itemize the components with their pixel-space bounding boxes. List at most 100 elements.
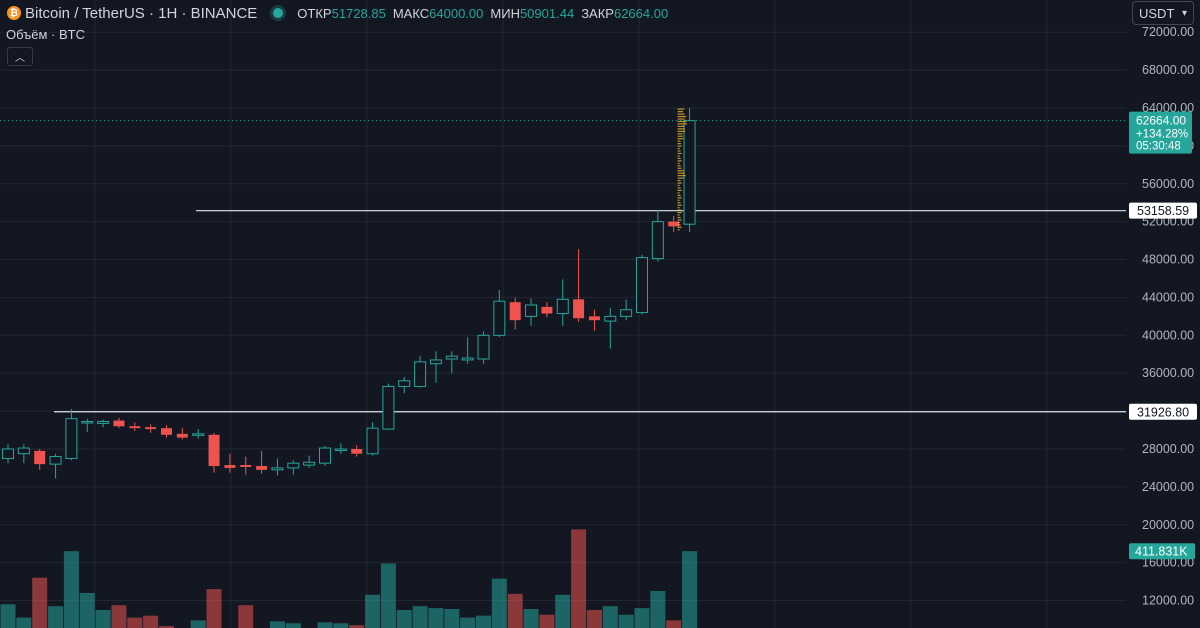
- candle-body: [176, 433, 188, 438]
- volume-bar: [317, 622, 333, 628]
- volume-bar: [650, 591, 666, 628]
- volume-profile-bar: [677, 229, 680, 231]
- chevron-down-icon: ▾: [1181, 7, 1187, 19]
- volume-bar: [0, 604, 16, 628]
- last-volume-tag: [1129, 543, 1195, 560]
- volume-profile-bar: [677, 123, 688, 125]
- candle-body: [81, 421, 94, 424]
- volume-bar: [428, 608, 444, 628]
- volume-profile-bar: [677, 170, 684, 172]
- open-label: ОТКР: [297, 5, 332, 21]
- candle-body: [382, 385, 395, 430]
- volume-bar: [285, 623, 301, 628]
- volume-profile-bar: [677, 214, 680, 216]
- candle-body: [556, 298, 569, 315]
- low-value: 50901.44: [519, 5, 575, 21]
- candle-body: [477, 334, 490, 360]
- volume-profile-bar: [677, 179, 681, 182]
- volume-bar: [412, 606, 428, 628]
- candle-body: [113, 420, 125, 427]
- bitcoin-icon: ₿: [7, 6, 21, 20]
- volume-profile-bar: [677, 182, 682, 184]
- volume-profile-bar: [677, 172, 685, 174]
- volume-bar: [476, 615, 491, 628]
- volume-profile-bar: [677, 143, 681, 145]
- volume-bar: [666, 620, 682, 628]
- candle-body: [2, 448, 14, 459]
- volume-bar: [618, 614, 634, 628]
- volume-bar: [682, 551, 698, 628]
- close-label: ЗАКР: [581, 5, 614, 21]
- candle-body: [34, 450, 46, 465]
- volume-bar: [127, 617, 143, 628]
- volume-profile-bar: [677, 155, 680, 157]
- volume-profile-bar: [677, 110, 683, 113]
- volume-profile-bar: [677, 194, 681, 196]
- volume-profile-bar: [677, 192, 680, 194]
- volume-profile-bar: [677, 226, 682, 228]
- volume-profile-bar: [677, 113, 685, 115]
- candle-body: [366, 427, 379, 455]
- volume-bar: [539, 614, 555, 628]
- close-value: 62664.00: [613, 5, 669, 21]
- low-label: МИН: [490, 5, 520, 21]
- price-tick-label: 28000.00: [1142, 442, 1194, 456]
- volume-bar: [63, 551, 79, 628]
- volume-profile-bar: [677, 177, 684, 179]
- candle-body: [636, 257, 648, 314]
- volume-bar: [32, 577, 48, 628]
- volume-profile-bar: [677, 187, 681, 189]
- volume-bar: [523, 609, 539, 628]
- volume-bar: [79, 592, 95, 628]
- bar-close-timer: 05:30:48: [1136, 141, 1181, 153]
- candle-body: [334, 448, 347, 451]
- volume-profile-bar: [677, 128, 685, 130]
- volume-profile-bar: [677, 207, 680, 209]
- price-tick-label: 40000.00: [1142, 328, 1194, 342]
- currency-selector[interactable]: USDT ▾: [1132, 1, 1194, 25]
- high-label: МАКС: [392, 5, 430, 21]
- candle-body: [240, 465, 252, 467]
- candle-body: [683, 120, 696, 225]
- volume-profile-bar: [677, 130, 686, 132]
- candle-body: [145, 427, 157, 430]
- volume-bar: [206, 589, 222, 628]
- volume-bar: [634, 608, 650, 628]
- candle-body: [65, 418, 78, 459]
- price-line-tag-label: 53158.59: [1137, 204, 1189, 218]
- volume-profile-bar: [677, 165, 681, 167]
- volume-bar: [159, 626, 174, 628]
- candle-body: [525, 304, 538, 317]
- price-tick-label: 64000.00: [1142, 101, 1194, 115]
- volume-profile-bar: [677, 152, 682, 155]
- volume-bar: [190, 620, 206, 628]
- volume-profile-bar: [677, 211, 682, 214]
- candle-body: [287, 462, 300, 469]
- price-line-tag-label: 31926.80: [1137, 405, 1189, 419]
- candle-body: [588, 316, 600, 321]
- volume-profile-bar: [677, 189, 682, 192]
- collapse-indicators-button[interactable]: ︿: [7, 47, 33, 66]
- price-tick-label: 68000.00: [1142, 63, 1194, 77]
- volume-profile-bar: [677, 199, 680, 201]
- volume-bar: [460, 617, 476, 628]
- volume-bar: [444, 609, 460, 628]
- candle-body: [461, 357, 474, 361]
- volume-profile-bar: [677, 162, 680, 164]
- volume-bar: [602, 606, 618, 628]
- price-tick-label: 48000.00: [1142, 253, 1194, 267]
- volume-bar: [95, 609, 111, 628]
- candle-body: [445, 355, 458, 360]
- volume-indicator-label[interactable]: Объём · BTC: [6, 27, 85, 42]
- candle-body: [429, 359, 442, 365]
- volume-profile-bar: [677, 115, 687, 118]
- volume-bar: [365, 594, 381, 628]
- last-volume-value: 411.831K: [1135, 545, 1188, 559]
- candle-body: [161, 428, 172, 435]
- symbol-title[interactable]: Bitcoin / TetherUS · 1H · BINANCE: [25, 4, 258, 22]
- volume-profile-bar: [677, 221, 680, 224]
- volume-profile-bar: [677, 140, 681, 142]
- volume-profile-bar: [677, 216, 681, 219]
